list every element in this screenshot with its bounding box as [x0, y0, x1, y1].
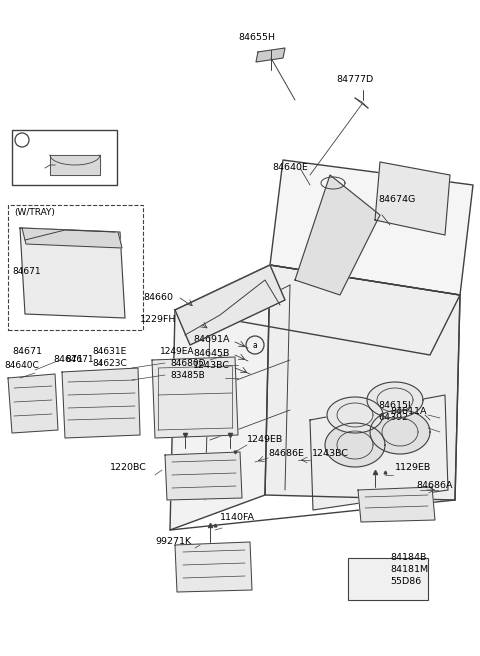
Polygon shape: [375, 162, 450, 235]
Text: 1140FA: 1140FA: [220, 514, 255, 522]
Text: 84674G: 84674G: [378, 195, 415, 205]
Polygon shape: [50, 155, 100, 175]
Text: 84671: 84671: [12, 268, 41, 276]
Polygon shape: [295, 175, 380, 295]
Text: 84631E: 84631E: [92, 348, 126, 356]
Polygon shape: [175, 265, 460, 355]
Polygon shape: [152, 357, 238, 438]
Text: 84777D: 84777D: [336, 75, 373, 85]
Polygon shape: [20, 228, 125, 318]
Polygon shape: [8, 374, 58, 433]
Text: 84184B: 84184B: [390, 554, 426, 562]
Text: 84660: 84660: [143, 293, 173, 302]
Text: 1129EB: 1129EB: [395, 464, 431, 472]
Text: 84640E: 84640E: [272, 163, 308, 173]
Text: 1220BC: 1220BC: [110, 464, 147, 472]
Text: 95120A: 95120A: [33, 136, 70, 144]
Text: 84640C: 84640C: [4, 361, 39, 369]
Polygon shape: [370, 410, 430, 454]
Text: 84655H: 84655H: [238, 33, 275, 43]
Polygon shape: [327, 397, 383, 433]
Polygon shape: [367, 382, 423, 418]
Polygon shape: [175, 542, 252, 592]
Text: 99271K: 99271K: [155, 537, 191, 546]
Text: 84686A: 84686A: [416, 480, 453, 489]
Polygon shape: [170, 265, 270, 530]
Polygon shape: [175, 265, 285, 345]
Bar: [12, 130, 117, 185]
Text: 84645B: 84645B: [193, 348, 229, 358]
Text: 84623C: 84623C: [92, 359, 127, 369]
Polygon shape: [270, 160, 473, 295]
Text: 84181M: 84181M: [390, 565, 428, 575]
Text: a: a: [252, 340, 257, 350]
Polygon shape: [22, 228, 122, 248]
Bar: [348, 558, 428, 600]
Text: 1243BC: 1243BC: [312, 449, 349, 457]
Text: 64392: 64392: [378, 413, 408, 422]
Text: 1243BC: 1243BC: [193, 361, 230, 371]
Text: 55D86: 55D86: [390, 577, 421, 586]
Text: 1249EB: 1249EB: [247, 436, 283, 445]
Text: 84615J: 84615J: [378, 401, 411, 409]
Text: 83485B: 83485B: [170, 371, 205, 380]
Polygon shape: [325, 423, 385, 467]
Text: 1229FH: 1229FH: [140, 316, 176, 325]
Text: 84611A: 84611A: [390, 407, 427, 417]
Text: 84671: 84671: [66, 356, 94, 365]
Text: 84680D: 84680D: [170, 359, 205, 369]
Polygon shape: [358, 487, 435, 522]
Text: a: a: [20, 136, 24, 144]
Polygon shape: [256, 48, 285, 62]
Text: (W/TRAY): (W/TRAY): [14, 209, 55, 218]
Text: 84671: 84671: [12, 348, 42, 356]
Polygon shape: [62, 368, 140, 438]
Polygon shape: [265, 265, 460, 500]
Bar: [8, 205, 143, 330]
Polygon shape: [165, 452, 242, 500]
Text: 1249EA: 1249EA: [160, 348, 194, 356]
Polygon shape: [310, 395, 448, 510]
Text: 84671: 84671: [53, 356, 83, 365]
Text: 84686E: 84686E: [268, 449, 304, 457]
Text: 84691A: 84691A: [193, 335, 229, 344]
